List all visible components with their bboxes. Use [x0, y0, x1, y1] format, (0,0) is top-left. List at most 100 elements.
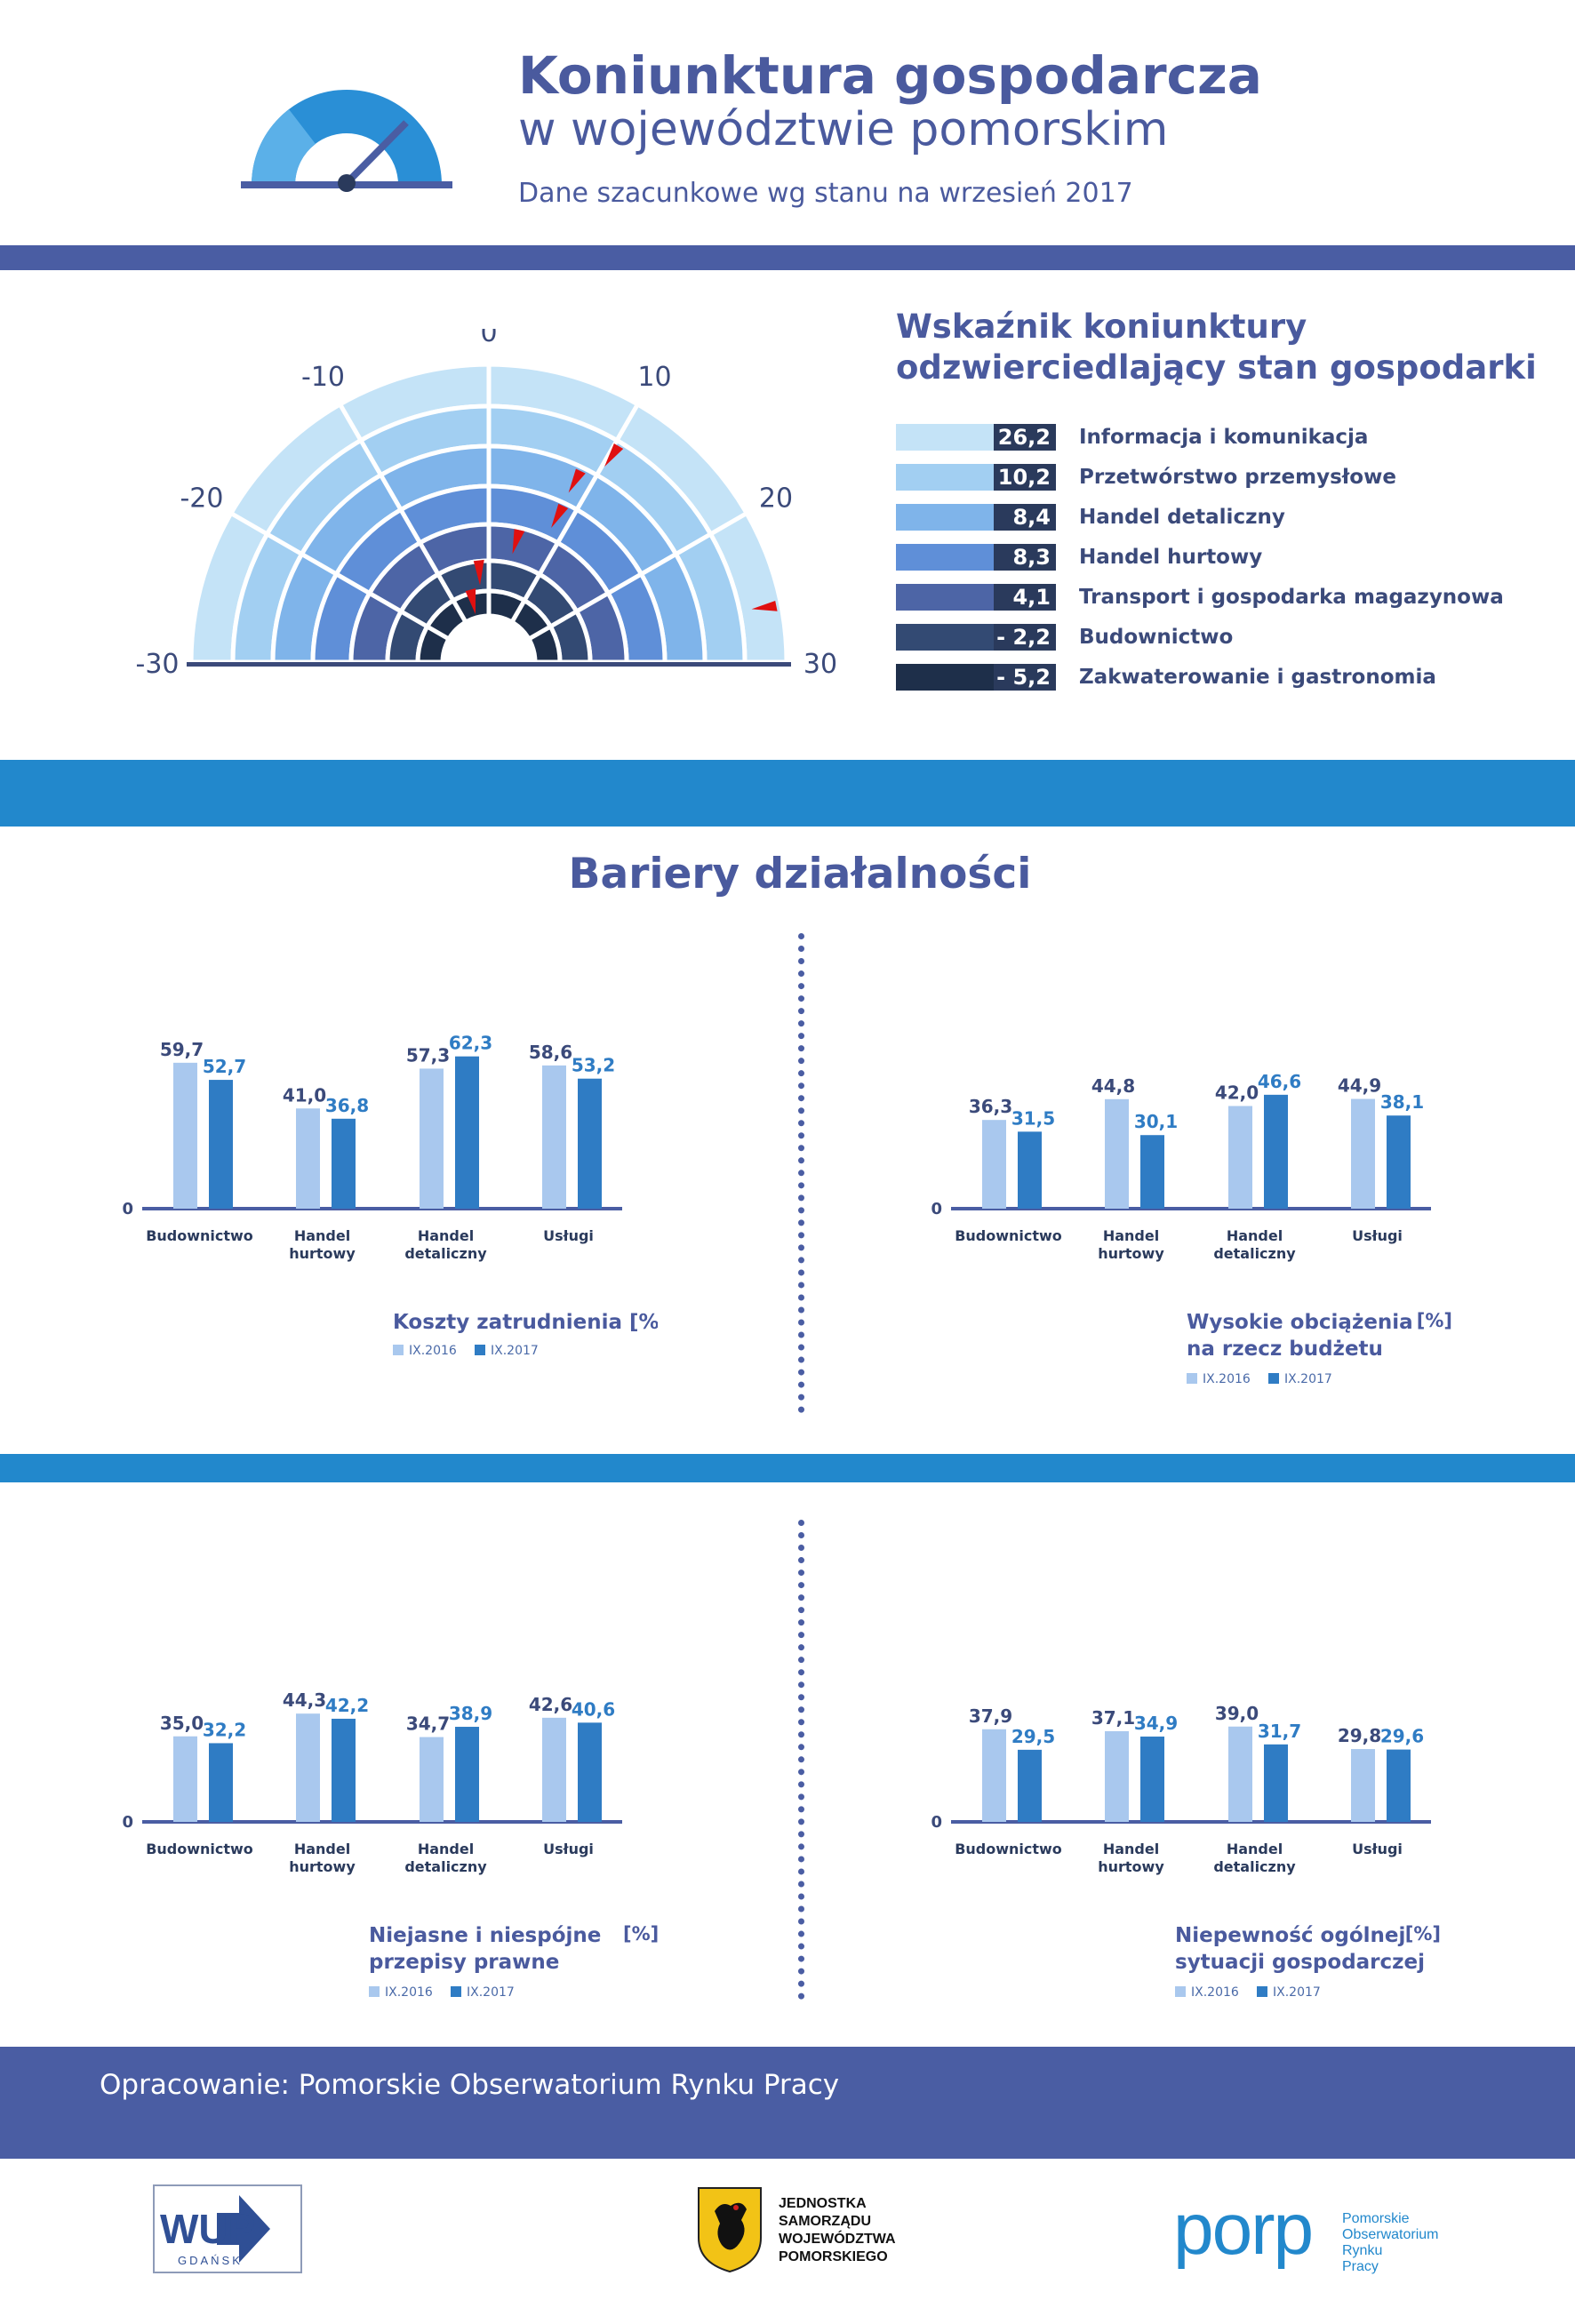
legend-swatch — [1268, 1373, 1279, 1384]
category-label: Handel — [1227, 1227, 1283, 1244]
logo-line: SAMORZĄDU — [779, 2214, 871, 2229]
center-logo-text: JEDNOSTKA SAMORZĄDU WOJEWÓDZTWA POMORSKIEGO — [779, 2195, 896, 2266]
bar-value-label: 34,9 — [1134, 1713, 1178, 1734]
logo-line: WOJEWÓDZTWA — [779, 2232, 896, 2247]
gauge-tick-label: 10 — [637, 362, 671, 393]
indicator-title: Wskaźnik koniunktury odzwierciedlający s… — [896, 307, 1537, 388]
logo-line: Pracy — [1342, 2259, 1379, 2274]
footer-band — [0, 2047, 1575, 2159]
bar — [542, 1065, 566, 1209]
bar — [173, 1736, 197, 1822]
legend-label: Handel detaliczny — [1079, 506, 1285, 529]
indicator-gauge: -30 -20 -10 0 10 20 30 — [136, 329, 838, 680]
gauge-spoke — [527, 510, 750, 642]
gauge-tick-label: 30 — [803, 649, 837, 680]
bar-value-label: 62,3 — [449, 1033, 492, 1054]
legend-value: 26,2 — [994, 424, 1056, 451]
bar — [1387, 1749, 1411, 1822]
gauge-marker — [473, 559, 484, 586]
bar — [332, 1718, 356, 1822]
legend-value: 4,1 — [994, 584, 1056, 611]
bar — [1018, 1749, 1042, 1822]
legend-swatch — [1187, 1373, 1197, 1384]
category-label: Budownictwo — [955, 1227, 1062, 1244]
category-label: detaliczny — [404, 1245, 487, 1262]
bar — [1018, 1131, 1042, 1209]
divider-vertical-bottom — [798, 1520, 804, 2000]
legend-swatch — [1175, 1986, 1186, 1997]
legend-label: IX.2017 — [1273, 1985, 1321, 2000]
category-label: Handel — [418, 1227, 474, 1244]
svg-text:WUP: WUP — [160, 2206, 255, 2252]
bar-value-label: 38,9 — [449, 1703, 492, 1724]
logo-line: JEDNOSTKA — [779, 2196, 867, 2211]
chart-koszty-zatrudnienia: 059,752,7Budownictwo41,036,8Handelhurtow… — [122, 1033, 658, 1358]
bar — [1105, 1098, 1129, 1209]
chart-title: Niepewność ogólnej — [1175, 1924, 1405, 1947]
legend-label: IX.2017 — [467, 1985, 515, 2000]
chart-title-line2: sytuacji gospodarczej — [1175, 1951, 1425, 1974]
bar-value-label: 37,1 — [1091, 1707, 1135, 1729]
gauge-tick-label: 20 — [759, 483, 793, 515]
bar — [209, 1743, 233, 1822]
category-label: Handel — [1103, 1227, 1159, 1244]
bar-value-label: 41,0 — [283, 1084, 326, 1106]
bar — [455, 1056, 479, 1209]
bar — [1140, 1135, 1164, 1209]
legend-label: IX.2016 — [385, 1985, 433, 2000]
category-label: detaliczny — [1213, 1245, 1296, 1262]
legend-value: 8,4 — [994, 504, 1056, 531]
bar — [1105, 1730, 1129, 1822]
svg-text:GDAŃSK: GDAŃSK — [178, 2254, 243, 2267]
gauge-spoke — [509, 401, 641, 624]
category-label: Handel — [294, 1227, 350, 1244]
bar-value-label: 44,9 — [1338, 1075, 1381, 1097]
gauge-marker — [604, 443, 624, 467]
gauge-marker — [512, 529, 525, 555]
legend-label: IX.2016 — [409, 1344, 457, 1358]
legend-label: Budownictwo — [1079, 626, 1234, 649]
legend-label: Zakwaterowanie i gastronomia — [1079, 666, 1436, 689]
bar — [1228, 1106, 1252, 1209]
y-zero-label: 0 — [931, 1813, 942, 1832]
legend-swatch — [393, 1345, 404, 1355]
gauge-tick-label: -10 — [301, 362, 345, 393]
legend-label: Handel hurtowy — [1079, 546, 1263, 569]
bar — [1351, 1749, 1375, 1822]
bar-value-label: 36,8 — [325, 1095, 369, 1116]
bar — [1351, 1098, 1375, 1209]
category-label: Handel — [1227, 1841, 1283, 1857]
category-label: detaliczny — [404, 1858, 487, 1875]
legend-label: Przetwórstwo przemysłowe — [1079, 466, 1396, 489]
legend-label: Transport i gospodarka magazynowa — [1079, 586, 1504, 609]
category-label: Budownictwo — [955, 1841, 1062, 1857]
bar-value-label: 38,1 — [1380, 1091, 1424, 1113]
legend-value: - 2,2 — [994, 624, 1056, 651]
porp-logo: porp — [1173, 2189, 1351, 2279]
gauge-tick-label: -30 — [136, 649, 180, 680]
svg-text:porp: porp — [1173, 2195, 1312, 2270]
gauge-marker — [751, 600, 778, 611]
bar — [420, 1737, 444, 1822]
bar-value-label: 46,6 — [1258, 1071, 1301, 1092]
bar-value-label: 36,3 — [969, 1096, 1012, 1117]
footer-credit: Opracowanie: Pomorskie Obserwatorium Ryn… — [100, 2069, 840, 2101]
bar-value-label: 29,6 — [1380, 1726, 1424, 1747]
y-zero-label: 0 — [122, 1200, 133, 1218]
legend-label: IX.2017 — [1284, 1372, 1332, 1386]
bar-value-label: 42,0 — [1215, 1082, 1259, 1104]
logo-line: Pomorskie — [1342, 2211, 1410, 2226]
category-label: detaliczny — [1213, 1858, 1296, 1875]
legend-swatch — [369, 1986, 380, 1997]
bar — [578, 1078, 602, 1209]
bar-value-label: 29,8 — [1338, 1725, 1381, 1746]
category-label: Handel — [1103, 1841, 1159, 1857]
legend-label: IX.2017 — [491, 1344, 539, 1358]
bar — [455, 1727, 479, 1822]
bar — [173, 1062, 197, 1209]
bar-value-label: 40,6 — [572, 1698, 615, 1720]
category-label: Usługi — [1352, 1227, 1403, 1244]
chart-unit: [%] — [1417, 1310, 1452, 1331]
gauge-baseline — [187, 662, 791, 667]
category-label: hurtowy — [289, 1245, 356, 1262]
